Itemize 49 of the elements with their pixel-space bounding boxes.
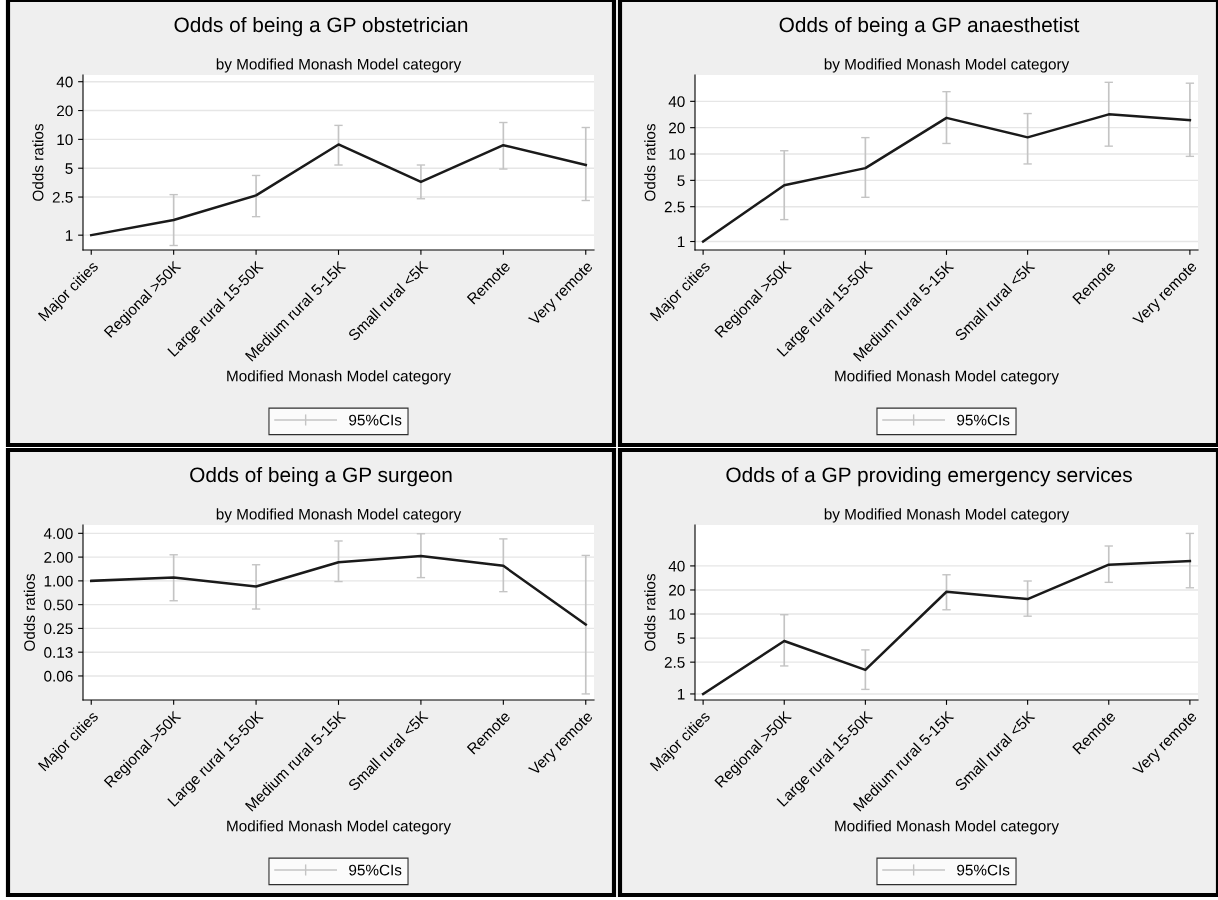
- line-series: [701, 113, 1192, 243]
- chart-title: Odds of being a GP surgeon: [190, 466, 452, 487]
- line-series: [89, 554, 588, 626]
- y-tick-label: 0.06: [44, 670, 73, 682]
- y-tick-label: 2.5: [664, 201, 685, 213]
- y-tick-label: 1: [677, 236, 685, 248]
- y-axis-title: Odds ratios: [644, 573, 656, 651]
- y-tick-label: 20: [669, 584, 685, 596]
- text: 95%CIs: [957, 414, 1010, 426]
- y-tick-label: 40: [668, 560, 685, 572]
- text: 95%CIs: [349, 414, 402, 426]
- line-series: [89, 143, 588, 237]
- text: 95%CIs: [349, 864, 402, 876]
- chart-subtitle: by Modified Monash Model category: [824, 58, 1070, 73]
- y-tick-label: 1: [65, 230, 73, 241]
- y-tick-label: 5: [677, 633, 685, 644]
- y-tick-label: 0.50: [44, 599, 73, 611]
- y-tick-label: 5: [65, 163, 73, 174]
- chart-title: Odds of being a GP anaesthetist: [779, 16, 1080, 37]
- y-tick-label: 0.25: [44, 623, 73, 635]
- x-axis-title: Modified Monash Model category: [227, 820, 451, 835]
- y-tick-label: 10: [57, 134, 73, 146]
- y-axis-title: Odds ratios: [23, 573, 35, 651]
- chart-title: Odds of a GP providing emergency services: [726, 466, 1132, 487]
- x-axis-title: Modified Monash Model category: [227, 370, 451, 385]
- chart-subtitle: by Modified Monash Model category: [216, 508, 462, 523]
- x-axis-title: Modified Monash Model category: [835, 820, 1059, 835]
- y-tick-label: 40: [56, 76, 73, 88]
- y-tick-label: 10: [669, 608, 685, 620]
- y-tick-label: 0.13: [44, 647, 73, 658]
- y-tick-label: 10: [669, 148, 685, 160]
- y-tick-label: 2.00: [44, 551, 73, 563]
- y-axis-title: Odds ratios: [644, 123, 656, 201]
- text: 95%CIs: [957, 864, 1010, 876]
- y-tick-label: 1.00: [44, 575, 73, 587]
- chart-title: Odds of being a GP obstetrician: [174, 16, 468, 37]
- line-series: [701, 559, 1192, 696]
- y-tick-label: 1: [677, 688, 685, 700]
- y-axis-title: Odds ratios: [32, 123, 44, 201]
- y-tick-label: 2.5: [52, 191, 73, 203]
- y-tick-label: 5: [677, 175, 685, 187]
- chart-subtitle: by Modified Monash Model category: [824, 508, 1070, 523]
- y-tick-label: 40: [668, 96, 685, 108]
- x-axis-title: Modified Monash Model category: [835, 370, 1059, 385]
- y-tick-label: 20: [669, 122, 685, 134]
- chart-subtitle: by Modified Monash Model category: [216, 58, 462, 73]
- y-tick-label: 2.5: [664, 657, 685, 668]
- y-tick-label: 4.00: [43, 528, 73, 540]
- y-tick-label: 20: [57, 105, 73, 117]
